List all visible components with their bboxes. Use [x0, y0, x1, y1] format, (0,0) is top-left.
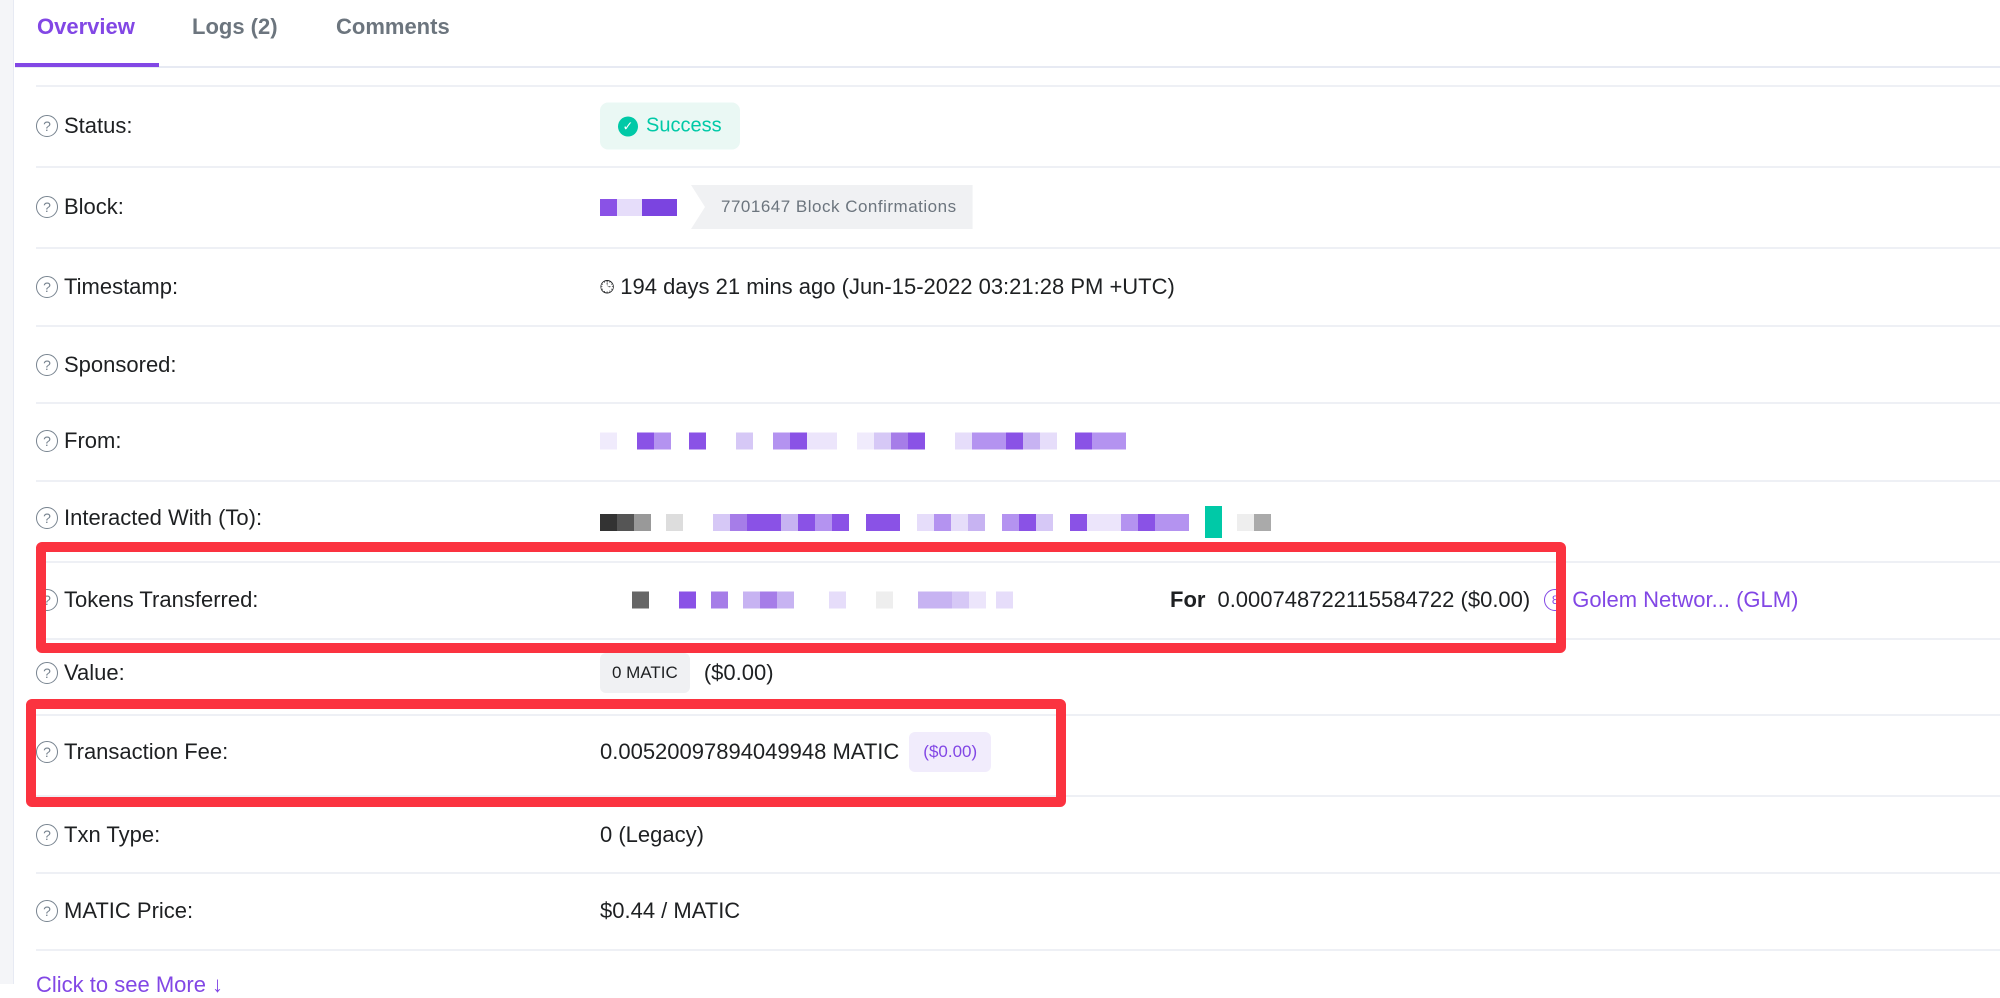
- label-text: Sponsored:: [64, 352, 177, 377]
- timestamp-label: ? Timestamp:: [36, 274, 178, 300]
- label-text: Block:: [64, 194, 124, 219]
- tab-comments[interactable]: Comments: [336, 14, 450, 39]
- divider: [36, 247, 2000, 249]
- timestamp-value: 🕒︎ 194 days 21 mins ago (Jun-15-2022 03:2…: [600, 274, 1175, 300]
- status-badge: ✓ Success: [600, 102, 740, 150]
- check-circle-icon: ✓: [618, 116, 638, 136]
- divider: [36, 402, 2000, 404]
- fee-usd: ($0.00): [909, 732, 992, 772]
- highlight-box-tokens: [36, 542, 1566, 653]
- redacted-from-address[interactable]: [600, 432, 1126, 450]
- txn-type-label: ? Txn Type:: [36, 822, 160, 848]
- value-amount: 0 MATIC: [600, 653, 690, 693]
- divider: [36, 480, 2000, 482]
- status-value: ✓ Success: [600, 102, 740, 150]
- redacted-token-transfer[interactable]: [632, 591, 1013, 609]
- token-name[interactable]: Golem Networ... (GLM): [1572, 587, 1799, 612]
- redacted-block-number[interactable]: [600, 198, 677, 216]
- divider: [36, 561, 2000, 563]
- price-label: ? MATIC Price:: [36, 898, 193, 924]
- status-text: Success: [646, 114, 722, 137]
- divider: [36, 166, 2000, 168]
- active-tab-indicator: [15, 63, 159, 67]
- txn-type-value: 0 (Legacy): [600, 822, 704, 847]
- label-text: Value:: [64, 660, 125, 685]
- help-icon[interactable]: ?: [36, 196, 58, 218]
- value-label: ? Value:: [36, 660, 125, 686]
- block-label: ? Block:: [36, 194, 124, 220]
- tab-overview[interactable]: Overview: [37, 14, 135, 39]
- label-text: Transaction Fee:: [64, 739, 229, 764]
- help-icon[interactable]: ?: [36, 662, 58, 684]
- label-text: Timestamp:: [64, 274, 179, 299]
- sponsored-label: ? Sponsored:: [36, 352, 177, 378]
- clock-icon: 🕒︎: [600, 276, 615, 297]
- timestamp-text: 194 days 21 mins ago (Jun-15-2022 03:21:…: [620, 274, 1175, 299]
- divider: [36, 85, 2000, 87]
- fee-label: ? Transaction Fee:: [36, 739, 228, 765]
- token-link[interactable]: 8 Golem Networ... (GLM): [1544, 587, 1798, 613]
- help-icon[interactable]: ?: [36, 741, 58, 763]
- for-label: For: [1170, 587, 1206, 612]
- label-text: MATIC Price:: [64, 898, 194, 923]
- fee-amount: 0.00520097894049948 MATIC: [600, 739, 900, 764]
- label-text: Status:: [64, 113, 133, 138]
- tab-logs[interactable]: Logs (2): [192, 14, 278, 39]
- divider: [36, 872, 2000, 874]
- to-label: ? Interacted With (To):: [36, 505, 262, 531]
- token-amount: For 0.000748722115584722 ($0.00) 8 Golem …: [1170, 587, 1798, 613]
- block-value: 7701647 Block Confirmations: [600, 185, 973, 229]
- divider: [36, 714, 2000, 716]
- redacted-to-address[interactable]: [600, 506, 1271, 538]
- tokens-label: ? Tokens Transferred:: [36, 587, 258, 613]
- fee-value: 0.00520097894049948 MATIC ($0.00): [600, 732, 992, 772]
- label-text: From:: [64, 428, 122, 453]
- help-icon[interactable]: ?: [36, 115, 58, 137]
- tab-bar: Overview Logs (2) Comments: [15, 0, 2000, 68]
- see-more-link[interactable]: Click to see More ↓: [36, 972, 224, 997]
- help-icon[interactable]: ?: [36, 900, 58, 922]
- label-text: Txn Type:: [64, 822, 161, 847]
- help-icon[interactable]: ?: [36, 824, 58, 846]
- divider: [36, 795, 2000, 797]
- value-usd: ($0.00): [703, 660, 774, 685]
- help-icon[interactable]: ?: [36, 507, 58, 529]
- help-icon[interactable]: ?: [36, 354, 58, 376]
- value-value: 0 MATIC ($0.00): [600, 653, 774, 693]
- help-icon[interactable]: ?: [36, 276, 58, 298]
- label-text: Tokens Transferred:: [64, 587, 259, 612]
- highlight-box-fee: [26, 699, 1066, 807]
- block-confirmations: 7701647 Block Confirmations: [691, 185, 973, 229]
- from-label: ? From:: [36, 428, 121, 454]
- help-icon[interactable]: ?: [36, 430, 58, 452]
- divider: [36, 949, 2000, 951]
- label-text: Interacted With (To):: [64, 505, 263, 530]
- token-amount-text: 0.000748722115584722 ($0.00): [1217, 587, 1531, 612]
- divider: [36, 325, 2000, 327]
- sidebar-edge: [0, 0, 14, 984]
- status-label: ? Status:: [36, 113, 132, 139]
- divider: [36, 638, 2000, 640]
- price-value: $0.44 / MATIC: [600, 898, 741, 923]
